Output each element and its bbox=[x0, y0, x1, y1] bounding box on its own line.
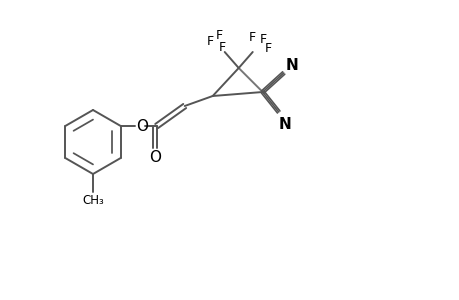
Text: N: N bbox=[278, 116, 291, 131]
Text: F: F bbox=[207, 34, 214, 47]
Text: F: F bbox=[260, 32, 267, 46]
Text: F: F bbox=[216, 28, 223, 41]
Text: F: F bbox=[218, 40, 226, 53]
Text: F: F bbox=[264, 41, 272, 55]
Text: F: F bbox=[249, 31, 256, 44]
Text: O: O bbox=[149, 149, 161, 164]
Text: CH₃: CH₃ bbox=[82, 194, 104, 206]
Text: O: O bbox=[135, 118, 147, 134]
Text: N: N bbox=[285, 58, 297, 73]
